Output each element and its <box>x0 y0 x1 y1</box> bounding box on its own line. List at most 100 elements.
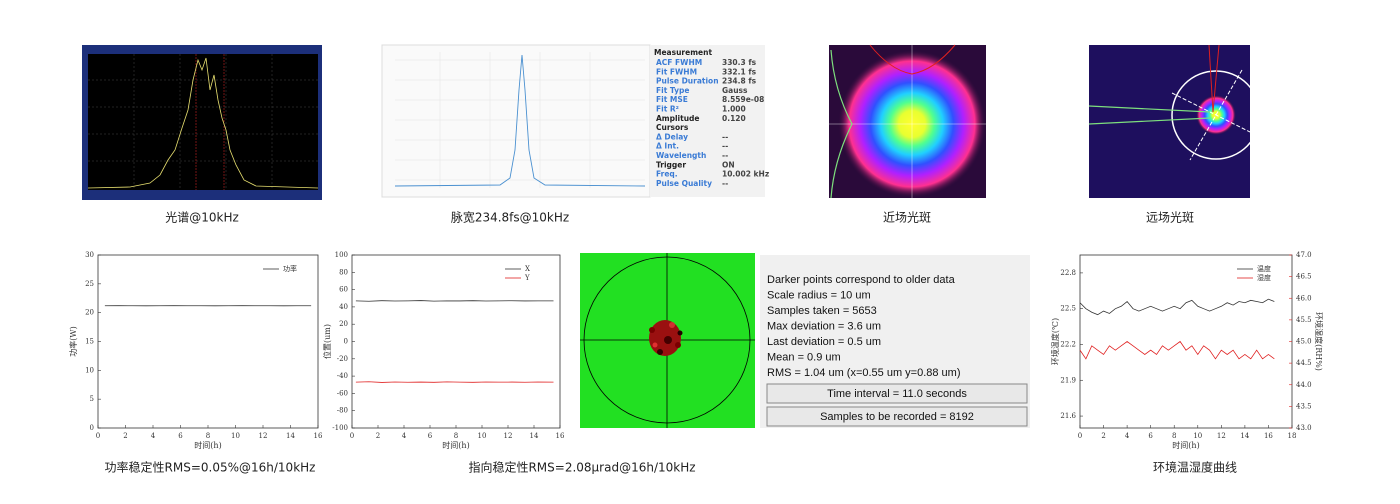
plot-frame <box>98 255 318 428</box>
x-tick-label: 2 <box>123 432 127 440</box>
plot <box>88 54 318 190</box>
y-tick-label: 22.8 <box>1060 269 1076 277</box>
y2-tick-label: 43.0 <box>1296 424 1312 432</box>
y-tick-label: 21.6 <box>1060 412 1076 420</box>
x-tick-label: 6 <box>428 432 433 440</box>
y2-tick-label: 45.5 <box>1296 316 1312 324</box>
measurement-label: Fit MSE <box>656 95 688 104</box>
info-line: RMS = 1.04 um (x=0.55 um y=0.88 um) <box>767 367 961 379</box>
y2-tick-label: 44.0 <box>1296 381 1312 389</box>
measurement-value: 8.559e-08 <box>722 95 764 104</box>
x-tick-label: 18 <box>1288 432 1297 440</box>
legend-label: X <box>525 265 530 273</box>
measurement-value: -- <box>722 151 728 160</box>
y2-tick-label: 46.5 <box>1296 273 1312 281</box>
measurement-label: Fit R² <box>656 105 679 114</box>
measurement-label: Fit Type <box>656 86 689 95</box>
measurement-value: -- <box>722 179 728 188</box>
measurement-label: Wavelength <box>656 151 706 160</box>
y2-tick-label: 47.0 <box>1296 251 1312 259</box>
caption: 功率稳定性RMS=0.05%@16h/10kHz <box>105 460 316 475</box>
caption: 远场光斑 <box>1146 211 1194 225</box>
x-tick-label: 0 <box>96 432 100 440</box>
info-line: Samples taken = 5653 <box>767 305 877 317</box>
measurement-label: Fit FWHM <box>656 67 697 76</box>
y-tick-label: -80 <box>337 407 348 415</box>
y2-axis-label: 环境湿度(RH%) <box>1314 312 1324 371</box>
x-tick-label: 10 <box>1193 432 1202 440</box>
x-tick-label: 4 <box>402 432 407 440</box>
measurement-label: ACF FWHM <box>656 58 702 67</box>
legend-label: 温度 <box>1257 264 1271 273</box>
y-tick-label: 15 <box>85 338 94 346</box>
measurement-label: Amplitude <box>656 114 700 123</box>
x-tick-label: 12 <box>1217 432 1226 440</box>
measurement-label: Trigger <box>656 160 686 169</box>
y-axis-label: 位置(um) <box>322 324 332 359</box>
y-tick-label: 22.2 <box>1060 340 1076 348</box>
caption: 近场光斑 <box>883 211 931 225</box>
x-tick-label: 0 <box>350 432 354 440</box>
x-tick-label: 12 <box>259 432 268 440</box>
info-line: Scale radius = 10 um <box>767 289 871 301</box>
y2-tick-label: 43.5 <box>1296 402 1312 410</box>
x-tick-label: 16 <box>556 432 565 440</box>
measurement-value: ON <box>722 160 735 169</box>
measurement-value: -- <box>722 142 728 151</box>
x-tick-label: 6 <box>178 432 183 440</box>
measurement-value: 10.002 kHz <box>722 170 769 179</box>
x-tick-label: 6 <box>1148 432 1153 440</box>
button-label[interactable]: Samples to be recorded = 8192 <box>820 411 974 423</box>
x-tick-label: 8 <box>206 432 210 440</box>
x-tick-label: 8 <box>454 432 458 440</box>
x-tick-label: 12 <box>504 432 513 440</box>
y2-tick-label: 46.0 <box>1296 294 1312 302</box>
measurement-label: Pulse Duration <box>656 77 719 86</box>
legend-label: 湿度 <box>1257 273 1271 282</box>
series-line <box>356 382 554 383</box>
y-tick-label: 20 <box>339 320 348 328</box>
y-tick-label: 21.9 <box>1060 376 1076 384</box>
far-field-image <box>1089 45 1260 198</box>
spectrum-image <box>82 45 322 200</box>
info-line: Darker points correspond to older data <box>767 274 956 286</box>
y-tick-label: 25 <box>85 280 94 288</box>
series-line <box>356 301 554 302</box>
y-tick-label: -20 <box>337 355 348 363</box>
measurement-label: Freq. <box>656 170 678 179</box>
y-tick-label: 10 <box>85 366 94 374</box>
series-line <box>1080 342 1274 359</box>
pointing-image: Darker points correspond to older data Sc… <box>580 253 1030 428</box>
info-line: Max deviation = 3.6 um <box>767 320 881 332</box>
measurement-label: Δ Delay <box>656 132 688 141</box>
y-tick-label: 22.5 <box>1060 305 1076 313</box>
frame <box>382 45 650 197</box>
measurement-value: 234.8 fs <box>722 77 757 86</box>
x-tick-label: 8 <box>1172 432 1176 440</box>
x-tick-label: 4 <box>1125 432 1130 440</box>
x-tick-label: 16 <box>1264 432 1273 440</box>
y2-tick-label: 45.0 <box>1296 338 1312 346</box>
measurement-value: 0.120 <box>722 114 746 123</box>
caption: 脉宽234.8fs@10kHz <box>451 210 569 225</box>
x-tick-label: 14 <box>286 432 295 440</box>
y-tick-label: 0 <box>90 424 94 432</box>
button-label[interactable]: Time interval = 11.0 seconds <box>827 388 967 400</box>
x-axis-label: 时间(h) <box>194 440 221 450</box>
x-tick-label: 16 <box>314 432 323 440</box>
caption: 环境温湿度曲线 <box>1153 460 1237 475</box>
near-field-image <box>829 45 986 198</box>
x-tick-label: 2 <box>1101 432 1105 440</box>
x-tick-label: 0 <box>1078 432 1082 440</box>
measurement-label: Pulse Quality <box>656 179 712 188</box>
x-tick-label: 14 <box>1240 432 1249 440</box>
y-tick-label: -40 <box>337 372 348 380</box>
measurement-label: Δ Int. <box>656 142 679 151</box>
y-tick-label: 30 <box>85 251 94 259</box>
y-tick-label: 80 <box>339 268 348 276</box>
measurement-label: Cursors <box>656 123 689 132</box>
x-tick-label: 2 <box>376 432 380 440</box>
y-tick-label: 40 <box>339 303 348 311</box>
